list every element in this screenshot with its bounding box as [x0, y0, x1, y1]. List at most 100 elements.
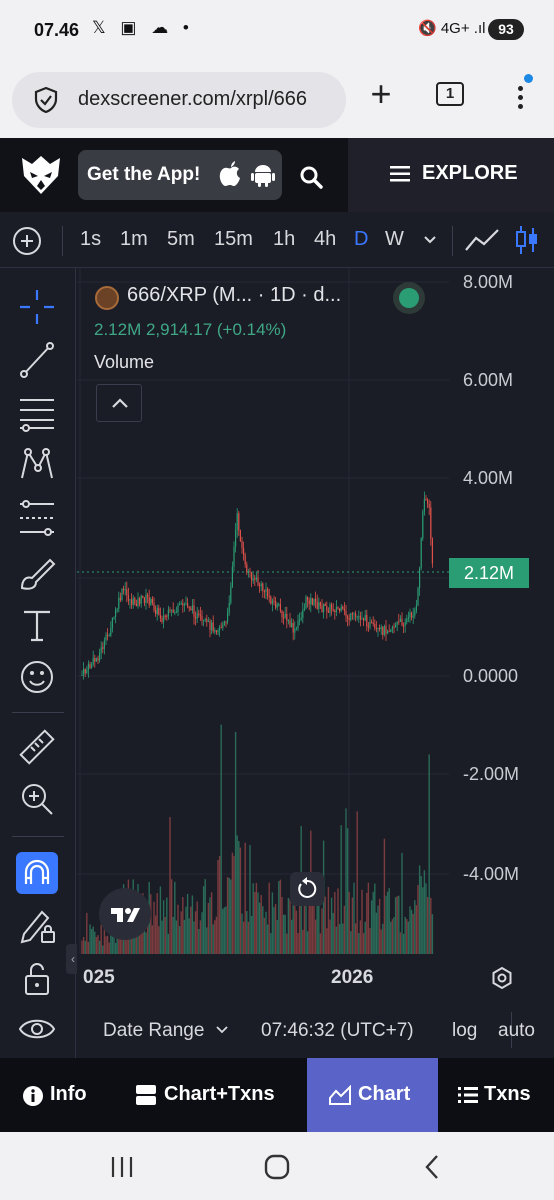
fib-retracement-icon[interactable] — [16, 392, 58, 434]
lock-drawing-icon[interactable] — [16, 904, 58, 946]
settings-icon[interactable] — [490, 966, 514, 990]
candle-body — [420, 538, 422, 569]
get-the-app-button[interactable]: Get the App! — [78, 150, 282, 200]
candle-body — [332, 609, 334, 611]
timeframe-1s[interactable]: 1s — [80, 228, 102, 250]
tab-info[interactable]: Info — [0, 1058, 110, 1132]
crosshair-icon[interactable] — [16, 286, 58, 328]
back-icon[interactable] — [422, 1154, 442, 1180]
volume-bar — [286, 933, 288, 954]
log-scale-toggle[interactable]: log — [452, 1020, 478, 1041]
time-axis[interactable]: 025 2026 — [77, 954, 554, 1000]
volume-bar — [281, 896, 283, 954]
candle-body — [153, 602, 155, 611]
volume-bar — [193, 921, 195, 954]
timeframe-w[interactable]: W — [385, 228, 404, 250]
volume-bar — [218, 855, 221, 954]
candle-body — [359, 616, 361, 620]
utc-clock[interactable]: 07:46:32 (UTC+7) — [261, 1020, 414, 1041]
volume-bar — [380, 929, 382, 954]
reset-icon — [298, 877, 317, 898]
forecast-icon[interactable] — [16, 496, 58, 538]
candle-body — [207, 621, 209, 623]
timeframe-1m[interactable]: 1m — [120, 228, 148, 250]
unlock-icon[interactable] — [16, 958, 58, 1000]
magnet-icon — [24, 859, 50, 884]
candle-body — [356, 616, 358, 618]
collapse-legend-button[interactable] — [96, 384, 142, 422]
volume-bar — [343, 905, 346, 954]
candle-body — [105, 635, 107, 641]
candle-body — [291, 623, 293, 627]
chevron-down-icon[interactable] — [215, 1024, 229, 1036]
price-chart[interactable]: 666/XRP (M... · 1D · d... 2.12M 2,914.17… — [77, 268, 554, 954]
volume-bar — [220, 724, 222, 954]
chart-canvas[interactable] — [77, 268, 554, 954]
volume-bar — [375, 912, 378, 954]
timeframe-5m[interactable]: 5m — [167, 228, 195, 250]
explore-button[interactable]: EXPLORE — [348, 138, 554, 212]
ruler-icon[interactable] — [16, 726, 58, 768]
add-indicator-icon[interactable] — [13, 227, 41, 255]
candle-body — [169, 609, 171, 611]
timeframe-4h[interactable]: 4h — [314, 228, 337, 250]
auto-scale-toggle[interactable]: auto — [498, 1020, 535, 1041]
tradingview-logo[interactable] — [99, 888, 151, 940]
timeframe-15m[interactable]: 15m — [214, 228, 253, 250]
magnet-button[interactable] — [16, 852, 58, 894]
browser-menu-button[interactable] — [508, 74, 533, 116]
volume-bar — [222, 908, 224, 954]
browser-toolbar: dexscreener.com/xrpl/666 + 1 — [0, 60, 554, 138]
candle-body — [143, 597, 145, 603]
line-chart-icon[interactable] — [464, 226, 500, 254]
visibility-icon[interactable] — [16, 1008, 58, 1050]
volume-bar — [335, 926, 338, 954]
token-avatar — [95, 286, 119, 310]
new-tab-button[interactable]: + — [370, 73, 392, 114]
candle-body — [430, 507, 432, 539]
dexscreener-logo-icon[interactable] — [18, 152, 64, 198]
chevron-down-icon[interactable] — [422, 234, 438, 246]
timeframe-1h[interactable]: 1h — [273, 228, 296, 250]
address-bar[interactable]: dexscreener.com/xrpl/666 — [12, 72, 346, 128]
zoom-in-icon[interactable] — [16, 778, 58, 820]
candle-body — [275, 600, 277, 608]
volume-bar — [410, 909, 413, 954]
recents-icon[interactable] — [110, 1156, 134, 1178]
volume-bar — [84, 940, 86, 954]
volume-bar — [346, 828, 349, 954]
candlestick-icon[interactable] — [514, 224, 540, 256]
candle-body — [140, 595, 142, 604]
volume-bar — [143, 921, 146, 954]
tab-chart-txns[interactable]: Chart+Txns — [110, 1058, 307, 1132]
brush-icon[interactable] — [16, 552, 58, 594]
pattern-icon[interactable] — [16, 444, 58, 486]
candle-body — [345, 611, 347, 617]
emoji-icon[interactable] — [16, 656, 58, 698]
candle-body — [380, 627, 382, 630]
sidebar-collapse-handle[interactable]: ‹ — [66, 944, 80, 974]
candle-body — [375, 628, 377, 630]
legend-title[interactable]: 666/XRP (M... · 1D · d... — [127, 284, 342, 306]
candle-body — [190, 608, 192, 611]
search-icon[interactable] — [298, 164, 324, 190]
date-range-button[interactable]: Date Range — [103, 1020, 205, 1041]
trend-line-icon[interactable] — [16, 338, 58, 380]
candle-body — [350, 613, 352, 620]
volume-bar — [270, 933, 272, 954]
tab-txns[interactable]: Txns — [438, 1058, 554, 1132]
secure-shield-icon[interactable] — [32, 86, 60, 114]
home-icon[interactable] — [264, 1154, 290, 1180]
volume-bar — [241, 913, 243, 954]
candle-body — [177, 604, 179, 613]
candle-body — [174, 612, 176, 614]
volume-bar — [305, 905, 307, 954]
reset-chart-button[interactable] — [290, 872, 324, 906]
tab-switcher-button[interactable]: 1 — [436, 82, 464, 106]
tab-chart[interactable]: Chart — [307, 1058, 438, 1132]
text-tool-icon[interactable] — [16, 604, 58, 646]
url-text[interactable]: dexscreener.com/xrpl/666 — [78, 88, 308, 110]
timeframe-d[interactable]: D — [354, 228, 369, 250]
battery-icon: 93 — [488, 19, 524, 40]
volume-bar — [274, 904, 277, 954]
